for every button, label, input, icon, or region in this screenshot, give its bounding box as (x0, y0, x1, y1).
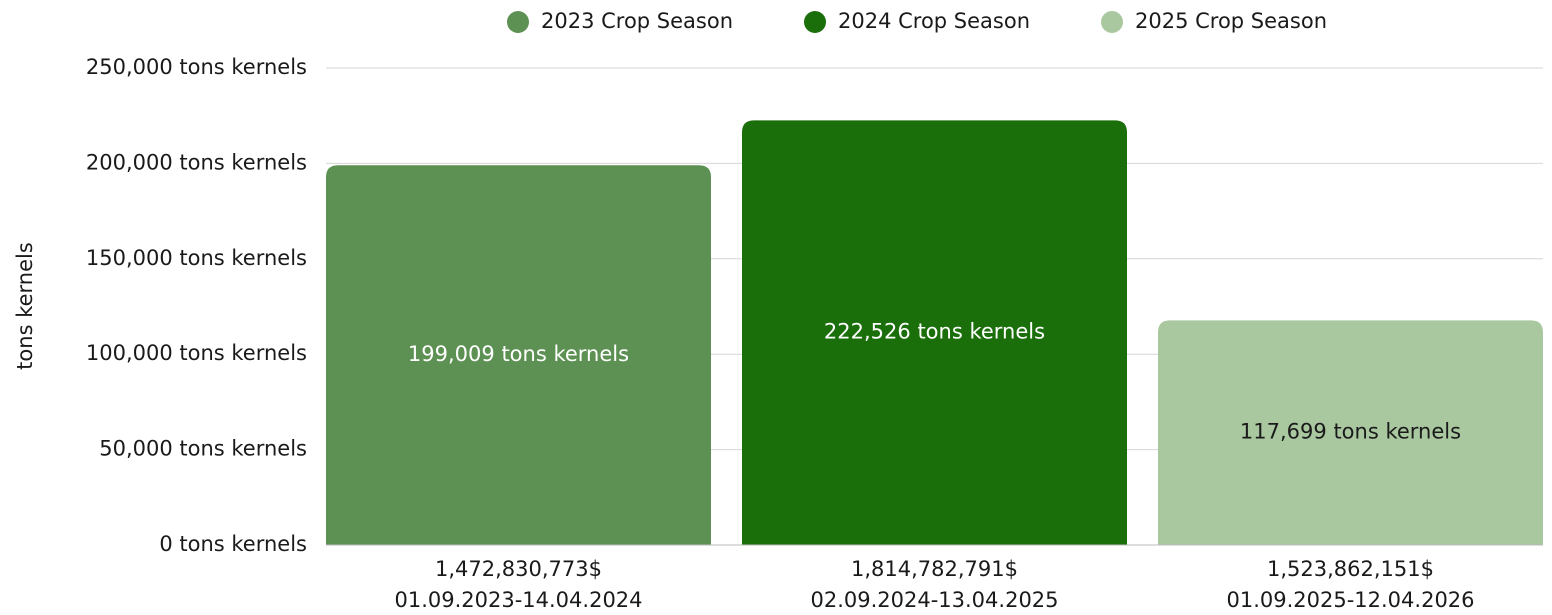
x-tick-label: 1,472,830,773$ (435, 557, 602, 581)
y-tick-label: 150,000 tons kernels (86, 246, 307, 270)
y-axis-label: tons kernels (13, 242, 37, 370)
y-tick-label: 100,000 tons kernels (86, 341, 307, 365)
legend-marker (507, 11, 529, 33)
legend-label: 2023 Crop Season (541, 9, 733, 33)
x-tick-label: 01.09.2023-14.04.2024 (394, 588, 642, 612)
bar (326, 165, 711, 545)
x-tick-label: 02.09.2024-13.04.2025 (810, 588, 1058, 612)
y-tick-label: 200,000 tons kernels (86, 150, 307, 174)
legend-marker (804, 11, 826, 33)
x-tick-label: 01.09.2025-12.04.2026 (1226, 588, 1474, 612)
data-label: 199,009 tons kernels (408, 342, 629, 366)
legend-label: 2025 Crop Season (1135, 9, 1327, 33)
x-tick-label: 1,814,782,791$ (851, 557, 1018, 581)
x-tick-label: 1,523,862,151$ (1267, 557, 1434, 581)
legend-marker (1101, 11, 1123, 33)
bar (1158, 320, 1543, 545)
data-label: 117,699 tons kernels (1240, 420, 1461, 444)
bar (742, 120, 1127, 545)
legend-label: 2024 Crop Season (838, 9, 1030, 33)
y-tick-label: 0 tons kernels (159, 532, 307, 556)
y-tick-label: 50,000 tons kernels (99, 437, 307, 461)
y-tick-label: 250,000 tons kernels (86, 55, 307, 79)
data-label: 222,526 tons kernels (824, 320, 1045, 344)
